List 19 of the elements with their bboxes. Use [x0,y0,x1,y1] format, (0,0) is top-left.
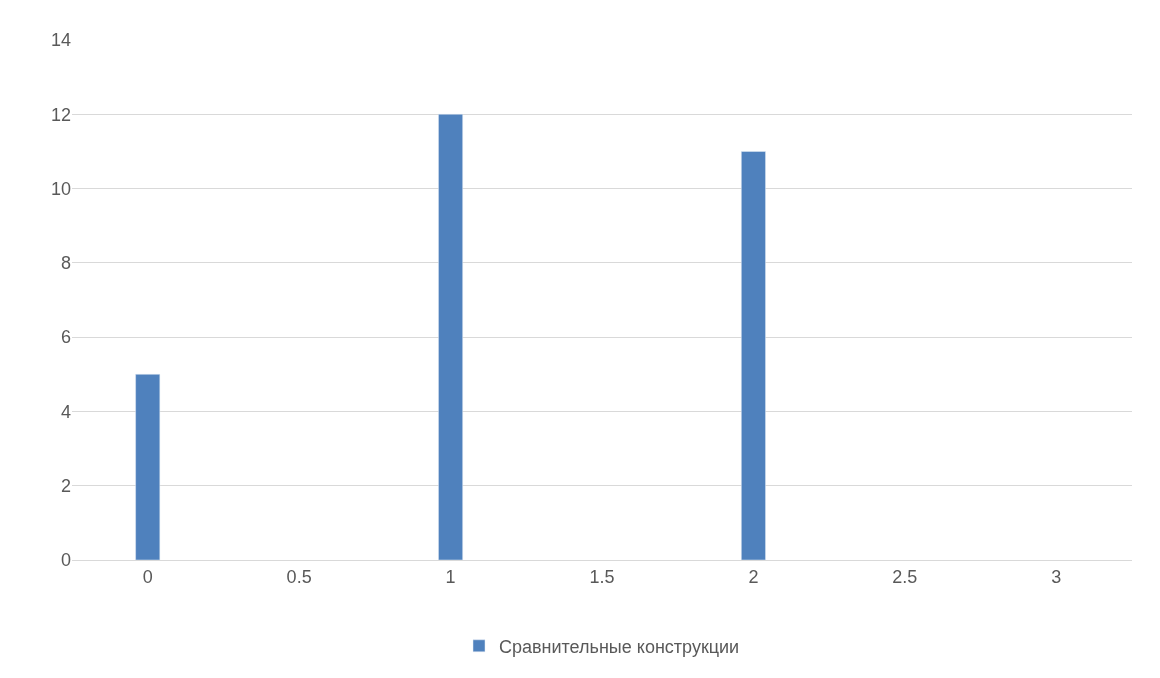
y-tick-label: 12 [50,104,71,125]
y-tick-label: 10 [50,178,71,199]
y-tick-label: 0 [60,550,71,571]
y-tick-label: 8 [60,253,71,274]
y-tick-label: 4 [60,401,71,422]
x-tick-label: 0 [142,566,153,587]
bar [135,374,161,560]
x-tick-label: 0.5 [286,566,312,587]
bar [438,114,463,560]
y-tick-label: 14 [50,30,71,51]
bar [741,151,766,560]
x-tick-label: 1.5 [589,566,615,587]
x-tick-label: 2.5 [892,566,918,587]
y-tick-label: 2 [60,476,71,497]
y-tick-label: 6 [60,327,71,348]
legend-label: Сравнительные конструкции [499,636,740,657]
x-tick-label: 2 [748,566,759,587]
x-tick-label: 1 [445,566,456,587]
x-tick-label: 3 [1051,566,1062,587]
